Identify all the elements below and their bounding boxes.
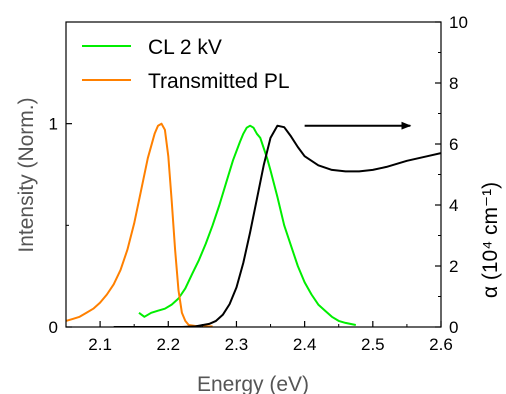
y-right-tick-label: 4	[449, 196, 458, 215]
y-right-tick-label: 6	[449, 135, 458, 154]
y-right-tick-label: 0	[449, 318, 458, 337]
y-right-tick-label: 8	[449, 74, 458, 93]
x-tick-label: 2.2	[156, 335, 180, 354]
y-right-tick-label: 2	[449, 257, 458, 276]
series-line-cl	[138, 124, 356, 326]
x-tick-label: 2.1	[88, 335, 112, 354]
y-right-axis-title: α (10⁴ cm⁻¹)	[479, 182, 502, 298]
y-right-tick-label: 10	[449, 13, 468, 32]
x-tick-label: 2.4	[293, 335, 317, 354]
legend-label-pl: Transmitted PL	[148, 70, 290, 93]
y-left-axis-title: Intensity (Norm.)	[15, 97, 38, 252]
legend: CL 2 kV Transmitted PL	[82, 36, 290, 93]
legend-label-cl: CL 2 kV	[148, 36, 222, 59]
x-tick-label: 2.6	[429, 335, 453, 354]
x-tick-label: 2.3	[225, 335, 249, 354]
series-line-pl	[66, 122, 213, 327]
x-tick-label: 2.5	[361, 335, 385, 354]
x-axis-title: Energy (eV)	[197, 373, 309, 394]
y-left-tick-label: 1	[49, 115, 58, 134]
plot-frame	[65, 21, 442, 328]
y-left-tick-label: 0	[49, 318, 58, 337]
series-line-absorption	[113, 124, 441, 327]
